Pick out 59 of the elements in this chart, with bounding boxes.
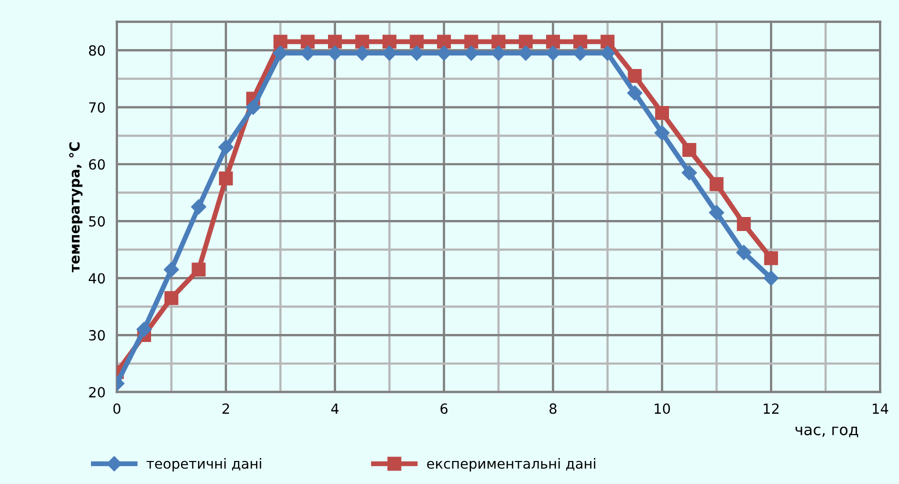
point [736,244,752,260]
point [410,34,424,49]
point [382,34,396,49]
point [164,262,179,278]
point [300,34,315,49]
y-tick-label: 50 [89,216,105,227]
point [136,322,152,337]
point [464,34,478,49]
point [355,34,370,49]
point [354,46,370,61]
point [710,177,724,192]
point [218,171,233,186]
point [736,217,751,231]
point [627,85,642,101]
point [272,46,288,61]
y-tick-label: 60 [89,159,105,170]
point [164,291,178,305]
y-tick-label: 30 [89,330,105,341]
point [600,34,614,49]
x-tick-label: 8 [550,403,556,414]
point [682,143,696,157]
x-tick-label: 14 [872,404,888,414]
point [464,46,479,61]
y-tick-label: 20 [89,387,105,398]
legend-label: експериментальні дані [427,458,596,472]
point [273,34,288,49]
point [492,34,506,49]
point [682,165,697,180]
point [437,34,451,49]
point [546,34,560,49]
x-tick-label: 2 [222,403,229,414]
point [573,34,588,49]
y-tick-label: 80 [89,45,105,56]
x-tick-label: 6 [440,403,448,414]
x-tick-label: 12 [764,403,779,414]
point [191,199,206,214]
y-axis-title: температура, °C [69,142,83,272]
point [628,68,642,83]
point [764,270,779,286]
x-tick-label: 4 [331,404,339,414]
point [300,46,316,61]
y-tick-label: 40 [88,273,105,284]
x-tick-label: 10 [654,403,670,414]
point [328,34,342,49]
point [764,251,778,266]
point [192,262,206,277]
x-tick-label: 0 [113,403,120,414]
point [218,140,234,155]
point [246,100,261,115]
point [572,46,588,61]
point [409,46,424,61]
x-axis-title: час, год [796,426,858,438]
legend-label: теоретичні дані [146,458,262,472]
point [655,106,669,120]
point [518,46,534,61]
point [654,125,670,140]
point [518,34,533,49]
y-tick-label: 70 [89,102,105,113]
point [708,205,724,220]
